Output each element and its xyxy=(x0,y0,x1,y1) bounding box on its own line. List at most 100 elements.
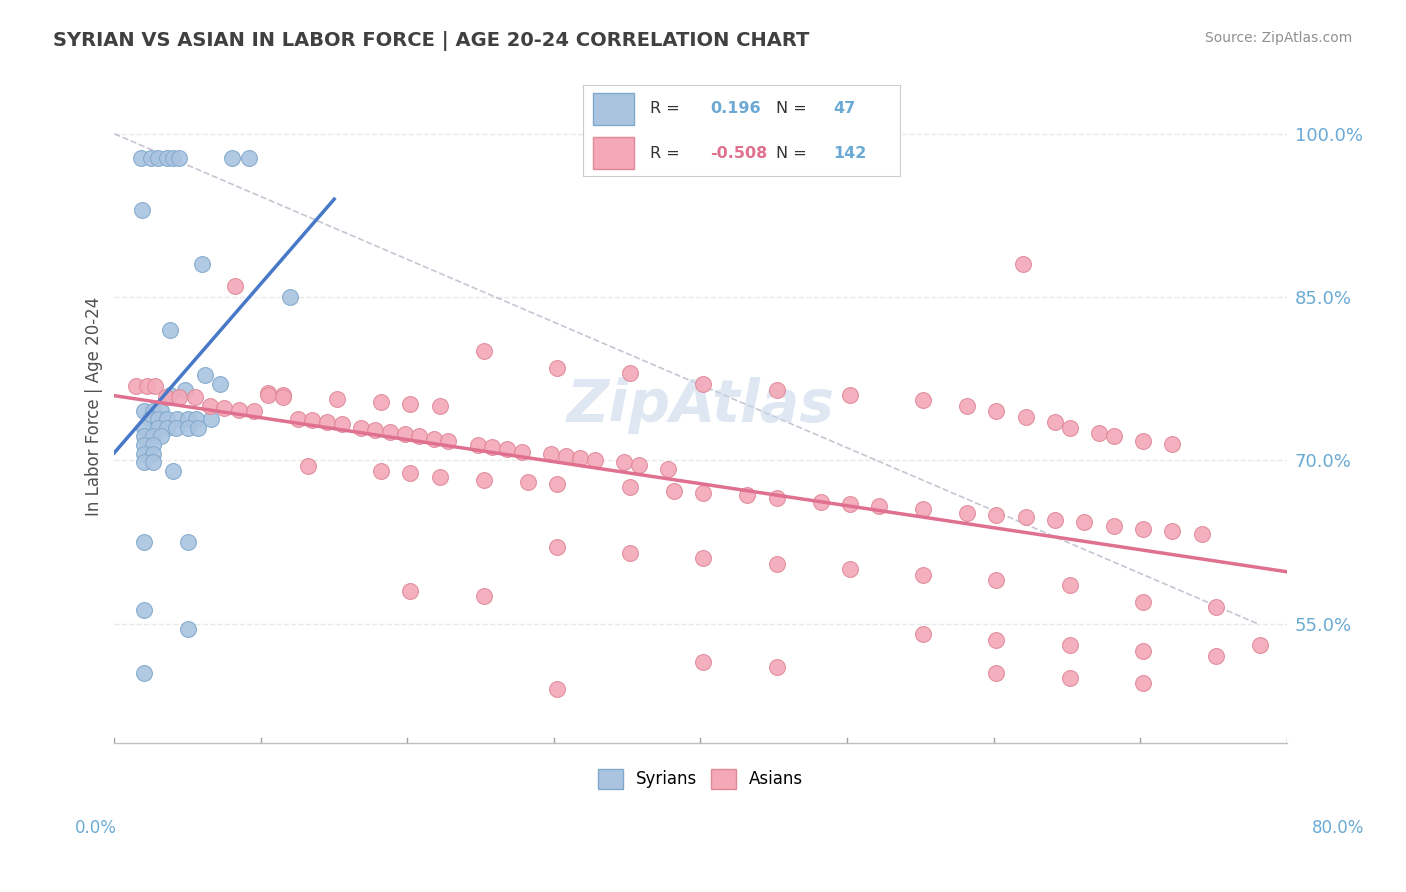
Text: SYRIAN VS ASIAN IN LABOR FORCE | AGE 20-24 CORRELATION CHART: SYRIAN VS ASIAN IN LABOR FORCE | AGE 20-… xyxy=(53,31,810,51)
Point xyxy=(838,497,860,511)
Point xyxy=(257,385,280,400)
Point xyxy=(132,665,155,680)
Point xyxy=(242,404,264,418)
Point xyxy=(1132,676,1154,690)
Point xyxy=(370,464,392,478)
Point xyxy=(141,447,163,461)
Point xyxy=(912,627,935,641)
Point xyxy=(156,420,179,434)
Point xyxy=(510,444,533,458)
Point xyxy=(838,388,860,402)
Point xyxy=(627,458,650,472)
Point xyxy=(150,404,173,418)
Point xyxy=(1059,638,1081,652)
Point xyxy=(1059,671,1081,685)
Point xyxy=(224,279,246,293)
Text: 80.0%: 80.0% xyxy=(1312,819,1365,837)
Point xyxy=(1132,644,1154,658)
Point xyxy=(194,368,217,383)
Point xyxy=(554,449,576,463)
Point xyxy=(131,202,153,217)
Point xyxy=(176,412,198,426)
Point xyxy=(150,429,173,443)
Point xyxy=(1102,429,1125,443)
Point xyxy=(141,429,163,443)
Point xyxy=(765,557,787,571)
Point xyxy=(132,455,155,469)
Point xyxy=(956,506,979,520)
Text: 0.0%: 0.0% xyxy=(75,819,117,837)
Point xyxy=(1059,578,1081,592)
Point xyxy=(184,390,207,404)
Point xyxy=(986,404,1008,418)
Point xyxy=(330,417,353,432)
Point xyxy=(125,379,148,393)
Point xyxy=(619,546,641,560)
Point xyxy=(228,403,250,417)
Point xyxy=(986,665,1008,680)
Point xyxy=(159,323,181,337)
Point xyxy=(765,491,787,506)
Point xyxy=(692,377,714,392)
Point xyxy=(481,440,503,454)
Point xyxy=(1249,638,1271,652)
Point xyxy=(1191,527,1213,541)
Point xyxy=(166,412,188,426)
Point xyxy=(176,535,198,549)
Point xyxy=(1073,516,1095,530)
Point xyxy=(198,399,221,413)
Point xyxy=(138,412,160,426)
Point xyxy=(912,567,935,582)
Point xyxy=(1132,434,1154,448)
Point xyxy=(1043,415,1066,429)
Point xyxy=(956,399,979,413)
Point xyxy=(349,420,371,434)
Point xyxy=(1015,509,1038,524)
Point xyxy=(912,502,935,516)
Point xyxy=(156,412,179,426)
Point xyxy=(569,451,592,466)
Point xyxy=(546,541,568,555)
Point xyxy=(408,429,430,443)
Point xyxy=(657,462,679,476)
Point xyxy=(1161,437,1184,451)
Point xyxy=(1059,420,1081,434)
Point xyxy=(737,488,759,502)
Point xyxy=(132,429,155,443)
Point xyxy=(326,392,349,407)
Point xyxy=(540,447,562,461)
Point xyxy=(423,432,446,446)
Point xyxy=(1132,522,1154,536)
Text: ZipAtlas: ZipAtlas xyxy=(567,377,835,434)
Point xyxy=(141,438,163,452)
Point xyxy=(1102,518,1125,533)
Point xyxy=(692,486,714,500)
Point xyxy=(167,390,190,404)
Y-axis label: In Labor Force | Age 20-24: In Labor Force | Age 20-24 xyxy=(86,296,103,516)
Point xyxy=(986,508,1008,522)
Point xyxy=(912,393,935,408)
Point xyxy=(208,377,231,392)
Point xyxy=(173,383,195,397)
Point xyxy=(378,425,401,439)
Point xyxy=(301,413,323,427)
Point xyxy=(619,366,641,380)
Point xyxy=(200,412,222,426)
Point xyxy=(271,388,294,402)
Point xyxy=(399,583,422,598)
Point xyxy=(765,383,787,397)
Point xyxy=(186,412,208,426)
Point xyxy=(1043,513,1066,527)
Point xyxy=(155,390,177,404)
Point xyxy=(810,494,832,508)
Point xyxy=(271,390,294,404)
Point xyxy=(986,573,1008,587)
Point xyxy=(159,388,181,402)
Point xyxy=(1205,600,1227,615)
Legend: Syrians, Asians: Syrians, Asians xyxy=(591,762,810,796)
Point xyxy=(132,438,155,452)
Point xyxy=(1161,524,1184,538)
Point xyxy=(145,379,167,393)
Point xyxy=(472,344,495,359)
Point xyxy=(287,412,309,426)
